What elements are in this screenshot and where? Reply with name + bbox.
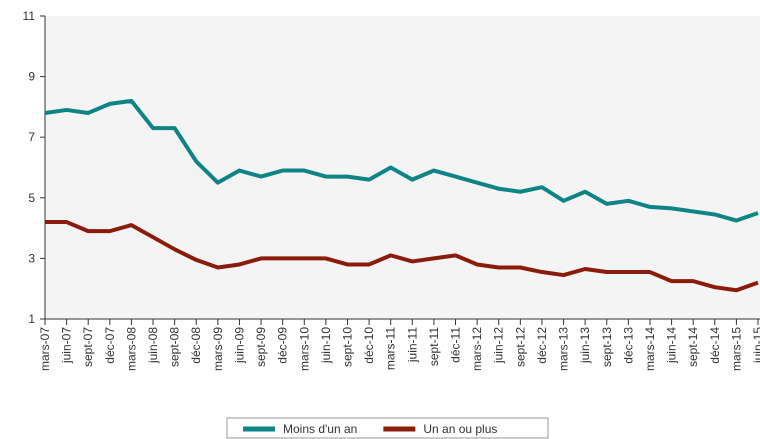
x-tick-label: déc-11 bbox=[449, 327, 463, 363]
legend-label: Un an ou plus bbox=[423, 422, 497, 436]
x-tick-label: mars-10 bbox=[297, 327, 311, 371]
x-tick-label: sept-11 bbox=[427, 327, 441, 366]
legend-label: Moins d'un an bbox=[283, 422, 357, 436]
y-tick-label: 1 bbox=[28, 312, 35, 326]
plot-area bbox=[45, 16, 760, 319]
y-tick-label: 9 bbox=[28, 70, 35, 84]
series-line bbox=[45, 220, 759, 293]
x-tick-label: déc-14 bbox=[708, 327, 722, 364]
x-tick-label: déc-07 bbox=[103, 327, 117, 364]
y-tick-label: 3 bbox=[28, 251, 35, 265]
x-tick-label: mars-14 bbox=[643, 327, 657, 371]
x-tick-label: mars-15 bbox=[729, 327, 743, 371]
x-tick-label: juin-11 bbox=[405, 327, 419, 363]
x-tick-label: mars-11 bbox=[384, 327, 398, 370]
x-tick-label: déc-12 bbox=[535, 327, 549, 364]
x-tick-label: sept-10 bbox=[340, 327, 354, 367]
x-tick-label: juin-09 bbox=[232, 327, 246, 364]
x-tick-label: déc-10 bbox=[362, 327, 376, 364]
x-tick-label: juin-12 bbox=[492, 327, 506, 364]
x-tick-label: mars-08 bbox=[124, 327, 138, 371]
x-tick-label: juin-13 bbox=[578, 327, 592, 364]
x-tick-label: mars-12 bbox=[470, 327, 484, 371]
x-tick-label: sept-09 bbox=[254, 327, 268, 367]
series-line bbox=[44, 98, 759, 223]
x-tick-label: juin-10 bbox=[319, 327, 333, 364]
x-tick-label: déc-13 bbox=[621, 327, 635, 364]
x-tick-label: sept-13 bbox=[600, 327, 614, 367]
x-tick-label: mars-09 bbox=[211, 327, 225, 371]
x-tick-label: sept-08 bbox=[168, 327, 182, 367]
x-tick-label: déc-08 bbox=[189, 327, 203, 364]
x-tick-label: déc-09 bbox=[276, 327, 290, 364]
x-tick-label: sept-12 bbox=[513, 327, 527, 367]
x-tick-label: mars-07 bbox=[38, 327, 52, 371]
x-tick-label: mars-13 bbox=[557, 327, 571, 371]
x-tick-label: sept-07 bbox=[81, 327, 95, 367]
y-tick-label: 7 bbox=[28, 130, 35, 144]
x-tick-label: juin-14 bbox=[665, 327, 679, 364]
y-tick-label: 11 bbox=[23, 9, 36, 23]
y-tick-label: 5 bbox=[28, 191, 35, 205]
x-tick-label: juin-08 bbox=[146, 327, 160, 364]
x-tick-label: juin-15 bbox=[751, 327, 760, 364]
x-tick-label: sept-14 bbox=[686, 327, 700, 367]
x-tick-label: juin-07 bbox=[60, 327, 74, 364]
legend: Moins d'un an Un an ou plus bbox=[226, 417, 549, 439]
